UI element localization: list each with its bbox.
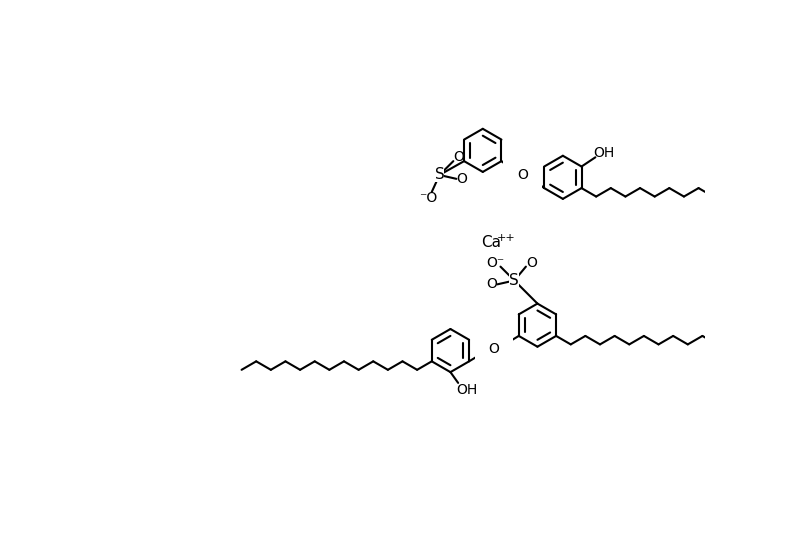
Text: O: O xyxy=(526,256,537,270)
Text: ⁻O: ⁻O xyxy=(418,191,437,205)
Text: O: O xyxy=(488,342,499,356)
Text: Ca: Ca xyxy=(481,235,502,250)
Text: O: O xyxy=(456,172,467,186)
Text: OH: OH xyxy=(593,146,615,160)
Text: S: S xyxy=(509,273,519,288)
Text: O: O xyxy=(517,167,528,181)
Text: O: O xyxy=(486,277,497,291)
Text: ++: ++ xyxy=(497,233,516,243)
Text: O⁻: O⁻ xyxy=(486,256,504,270)
Text: O: O xyxy=(453,150,464,164)
Text: S: S xyxy=(435,167,444,183)
Text: OH: OH xyxy=(456,383,477,397)
